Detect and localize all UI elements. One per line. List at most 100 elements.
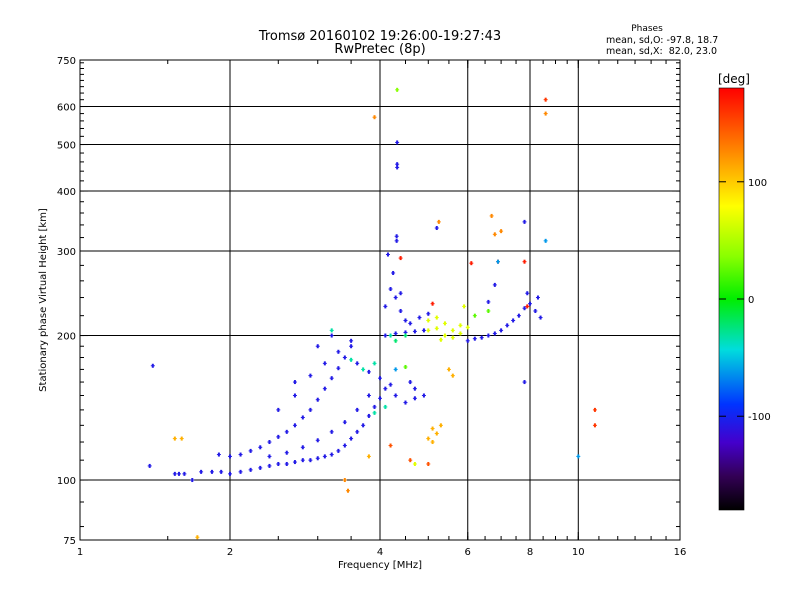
data-point-cross xyxy=(486,310,491,312)
data-point-cross xyxy=(315,457,320,459)
x-tick-label: 4 xyxy=(377,547,383,558)
data-point-cross xyxy=(308,459,313,461)
y-tick-label: 600 xyxy=(57,103,76,114)
data-point-cross xyxy=(489,215,494,217)
y-tick-label: 750 xyxy=(57,56,76,67)
data-point-cross xyxy=(228,473,232,475)
x-tick-label: 1 xyxy=(77,547,83,558)
data-point-cross xyxy=(300,416,305,418)
data-point-cross xyxy=(329,431,334,433)
x-tick-label: 6 xyxy=(465,547,471,558)
data-point-cross xyxy=(421,329,426,331)
data-point-cross xyxy=(412,463,417,465)
data-point-cross xyxy=(300,446,305,448)
data-point-cross xyxy=(383,388,388,390)
data-point-cross xyxy=(472,315,477,317)
data-point-cross xyxy=(385,254,390,256)
data-point-cross xyxy=(216,454,221,456)
data-point-cross xyxy=(366,455,371,457)
colorbar-tick-label: 0 xyxy=(748,295,754,306)
data-point-cross xyxy=(492,233,497,235)
data-point-cross xyxy=(486,335,491,337)
data-point-cross xyxy=(450,337,455,339)
data-point-cross xyxy=(525,305,530,307)
data-points xyxy=(147,87,597,540)
data-point-cross xyxy=(258,446,263,448)
data-point-cross xyxy=(394,240,399,242)
data-point-cross xyxy=(522,381,527,383)
data-point-cross xyxy=(238,454,243,456)
data-point-cross xyxy=(366,415,371,417)
data-point-cross xyxy=(342,479,347,481)
data-point-cross xyxy=(472,338,477,340)
data-point-cross xyxy=(276,409,281,411)
data-point-cross xyxy=(388,384,393,386)
data-point-cross xyxy=(308,409,313,411)
chart-subtitle: RwPretec (8p) xyxy=(334,42,425,57)
data-point-cross xyxy=(284,431,289,433)
data-point-cross xyxy=(412,397,417,399)
data-point-cross xyxy=(383,305,388,307)
data-point-cross xyxy=(292,381,297,383)
y-tick-label: 500 xyxy=(57,141,76,152)
data-point-cross xyxy=(349,438,354,440)
data-point-cross xyxy=(465,340,470,342)
data-point-cross xyxy=(434,433,439,435)
data-point-cross xyxy=(408,322,413,324)
data-point-cross xyxy=(412,330,417,332)
data-point-cross xyxy=(322,455,327,457)
data-point-cross xyxy=(209,471,214,473)
data-point-cross xyxy=(342,421,347,423)
data-point-cross xyxy=(486,301,491,303)
data-point-cross xyxy=(267,441,272,443)
data-point-cross xyxy=(538,317,543,319)
data-point-cross xyxy=(592,409,597,411)
data-point-cross xyxy=(511,319,516,321)
data-point-cross xyxy=(434,327,439,329)
data-point-cross xyxy=(199,471,204,473)
data-point-cross xyxy=(366,371,371,373)
data-point-cross xyxy=(388,445,393,447)
data-point-cross xyxy=(403,402,408,404)
data-point-cross xyxy=(355,362,360,364)
data-point-cross xyxy=(329,329,334,331)
data-point-cross xyxy=(412,388,417,390)
data-point-cross xyxy=(398,310,403,312)
data-point-cross xyxy=(505,324,510,326)
data-point-cross xyxy=(342,445,347,447)
data-point-cross xyxy=(395,166,400,168)
data-point-cross xyxy=(495,261,500,263)
data-point-cross xyxy=(469,262,474,264)
x-tick-label: 10 xyxy=(572,547,585,558)
data-point-cross xyxy=(308,375,313,377)
data-point-cross xyxy=(426,438,431,440)
data-point-cross xyxy=(525,292,530,294)
data-point-cross xyxy=(426,463,431,465)
data-point-cross xyxy=(276,436,281,438)
data-point-cross xyxy=(442,322,447,324)
y-tick-label: 400 xyxy=(57,187,76,198)
data-point-cross xyxy=(499,230,504,232)
data-point-cross xyxy=(408,381,413,383)
y-tick-label: 75 xyxy=(63,536,76,547)
data-point-cross xyxy=(395,141,400,143)
data-point-cross xyxy=(592,424,597,426)
data-point-cross xyxy=(408,459,413,461)
data-point-cross xyxy=(378,397,382,399)
data-point-cross xyxy=(398,257,403,259)
data-point-cross xyxy=(329,377,334,379)
data-point-cross xyxy=(393,368,398,370)
data-point-cross xyxy=(535,297,540,299)
data-point-cross xyxy=(345,490,350,492)
data-point-cross xyxy=(292,461,297,463)
data-point-cross xyxy=(383,406,388,408)
colorbar-tick-label: -100 xyxy=(748,412,771,423)
data-point-cross xyxy=(450,329,455,331)
data-point-cross xyxy=(258,467,263,469)
data-point-cross xyxy=(179,438,184,440)
x-axis-label: Frequency [MHz] xyxy=(338,560,422,571)
data-point-cross xyxy=(372,116,377,118)
data-point-cross xyxy=(393,332,398,334)
data-point-cross xyxy=(329,454,334,456)
